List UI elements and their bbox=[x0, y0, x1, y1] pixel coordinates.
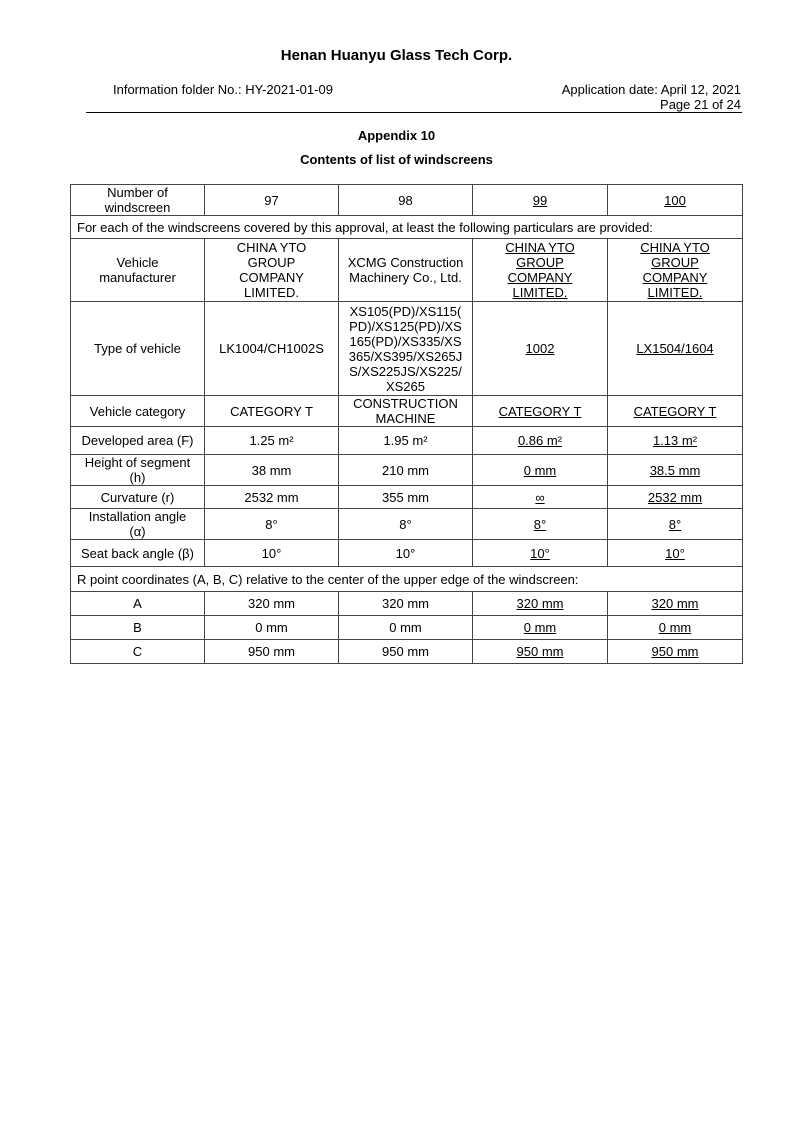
cell-windscreen-100: 38.5 mm bbox=[607, 454, 743, 486]
particulars-note-row: For each of the windscreens covered by t… bbox=[70, 215, 743, 239]
row-label: A bbox=[70, 591, 205, 616]
row-label: Developed area (F) bbox=[70, 426, 205, 455]
cell-windscreen-98: 0 mm bbox=[338, 615, 473, 640]
cell-windscreen-99: 1002 bbox=[472, 301, 608, 396]
company-name: Henan Huanyu Glass Tech Corp. bbox=[280, 47, 513, 64]
cell-windscreen-98: 355 mm bbox=[338, 485, 473, 509]
table-row: Vehicle manufacturer CHINA YTO GROUP COMP… bbox=[70, 238, 743, 302]
page-number: Page 21 of 24 bbox=[660, 97, 741, 112]
cell-windscreen-100: LX1504/1604 bbox=[607, 301, 743, 396]
cell-windscreen-97: CATEGORY T bbox=[204, 395, 339, 427]
cell-windscreen-98: XCMG Construction Machinery Co., Ltd. bbox=[338, 238, 473, 302]
table-row: Vehicle category CATEGORY T CONSTRUCTION M… bbox=[70, 395, 743, 427]
cell-windscreen-98: 1.95 m² bbox=[338, 426, 473, 455]
cell-windscreen-100: 100 bbox=[607, 184, 743, 216]
row-label: Curvature (r) bbox=[70, 485, 205, 509]
cell-windscreen-100: 2532 mm bbox=[607, 485, 743, 509]
cell-windscreen-97: LK1004/CH1002S bbox=[204, 301, 339, 396]
cell-windscreen-97: 2532 mm bbox=[204, 485, 339, 509]
cell-windscreen-98: CONSTRUCTION MACHINE bbox=[338, 395, 473, 427]
row-label: Height of segment (h) bbox=[70, 454, 205, 486]
cell-windscreen-97: 950 mm bbox=[204, 639, 339, 664]
r-point-row: C 950 mm 950 mm 950 mm 950 mm bbox=[70, 639, 743, 664]
row-label: Vehicle category bbox=[70, 395, 205, 427]
header-divider bbox=[86, 112, 742, 113]
cell-windscreen-98: 320 mm bbox=[338, 591, 473, 616]
table-row: Installation angle (α) 8° 8° 8° 8° bbox=[70, 508, 743, 540]
cell-windscreen-99: ∞ bbox=[472, 485, 608, 509]
cell-windscreen-99: 10° bbox=[472, 539, 608, 567]
row-label: Type of vehicle bbox=[70, 301, 205, 396]
row-label: Seat back angle (β) bbox=[70, 539, 205, 567]
cell-windscreen-97: 0 mm bbox=[204, 615, 339, 640]
row-label: B bbox=[70, 615, 205, 640]
cell-windscreen-100: 0 mm bbox=[607, 615, 743, 640]
table-row: Type of vehicle LK1004/CH1002S XS105(PD)/X… bbox=[70, 301, 743, 396]
application-date: Application date: April 12, 2021 bbox=[561, 82, 741, 97]
cell-windscreen-99: 320 mm bbox=[472, 591, 608, 616]
appendix-title: Appendix 10 bbox=[357, 128, 436, 143]
cell-windscreen-98: XS105(PD)/XS115( PD)/XS125(PD)/XS 165(PD… bbox=[338, 301, 473, 396]
cell-windscreen-98: 8° bbox=[338, 508, 473, 540]
r-point-row: A 320 mm 320 mm 320 mm 320 mm bbox=[70, 591, 743, 616]
table-row: Height of segment (h) 38 mm 210 mm 0 mm 38.5… bbox=[70, 454, 743, 486]
cell-windscreen-99: 0.86 m² bbox=[472, 426, 608, 455]
cell-windscreen-99: 0 mm bbox=[472, 615, 608, 640]
cell-windscreen-97: 97 bbox=[204, 184, 339, 216]
information-folder-number: Information folder No.: HY-2021-01-09 bbox=[113, 82, 333, 97]
r-point-note-row: R point coordinates (A, B, C) relative t… bbox=[70, 566, 743, 592]
particulars-note-row-text: For each of the windscreens covered by t… bbox=[70, 215, 743, 239]
cell-windscreen-98: 950 mm bbox=[338, 639, 473, 664]
cell-windscreen-100: 8° bbox=[607, 508, 743, 540]
table-row: Curvature (r) 2532 mm 355 mm ∞ 2532 mm bbox=[70, 485, 743, 509]
table-title: Contents of list of windscreens bbox=[300, 152, 493, 167]
cell-windscreen-97: 10° bbox=[204, 539, 339, 567]
row-label: Number of windscreen bbox=[70, 184, 205, 216]
cell-windscreen-98: 10° bbox=[338, 539, 473, 567]
cell-windscreen-100: 1.13 m² bbox=[607, 426, 743, 455]
row-label: C bbox=[70, 639, 205, 664]
cell-windscreen-100: 320 mm bbox=[607, 591, 743, 616]
cell-windscreen-97: 38 mm bbox=[204, 454, 339, 486]
cell-windscreen-99: CHINA YTO GROUP COMPANY LIMITED. bbox=[472, 238, 608, 302]
row-label: Vehicle manufacturer bbox=[70, 238, 205, 302]
windscreens-table: Number of windscreen 97 98 99 100 For each of… bbox=[70, 184, 743, 664]
row-label: Installation angle (α) bbox=[70, 508, 205, 540]
cell-windscreen-99: 8° bbox=[472, 508, 608, 540]
cell-windscreen-100: 950 mm bbox=[607, 639, 743, 664]
cell-windscreen-99: 0 mm bbox=[472, 454, 608, 486]
cell-windscreen-99: 99 bbox=[472, 184, 608, 216]
cell-windscreen-97: 320 mm bbox=[204, 591, 339, 616]
cell-windscreen-99: 950 mm bbox=[472, 639, 608, 664]
table-row: Seat back angle (β) 10° 10° 10° 10° bbox=[70, 539, 743, 567]
cell-windscreen-97: CHINA YTO GROUP COMPANY LIMITED. bbox=[204, 238, 339, 302]
cell-windscreen-100: CHINA YTO GROUP COMPANY LIMITED. bbox=[607, 238, 743, 302]
cell-windscreen-98: 98 bbox=[338, 184, 473, 216]
table-row: Developed area (F) 1.25 m² 1.95 m² 0.86 m² 1… bbox=[70, 426, 743, 455]
cell-windscreen-97: 8° bbox=[204, 508, 339, 540]
r-point-note-row-text: R point coordinates (A, B, C) relative t… bbox=[70, 566, 743, 592]
cell-windscreen-97: 1.25 m² bbox=[204, 426, 339, 455]
cell-windscreen-100: CATEGORY T bbox=[607, 395, 743, 427]
cell-windscreen-100: 10° bbox=[607, 539, 743, 567]
cell-windscreen-99: CATEGORY T bbox=[472, 395, 608, 427]
cell-windscreen-98: 210 mm bbox=[338, 454, 473, 486]
windscreen-number-row: Number of windscreen 97 98 99 100 bbox=[70, 184, 743, 216]
